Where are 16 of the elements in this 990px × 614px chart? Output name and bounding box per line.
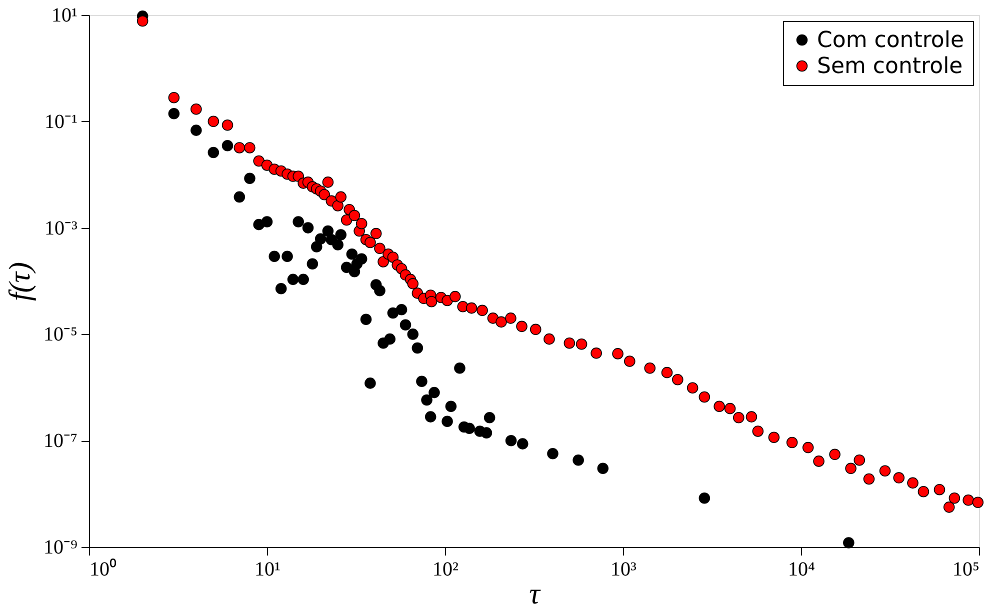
y-tick-label: 10⁻⁹ <box>44 536 78 558</box>
x-tick-label: 10² <box>432 558 458 580</box>
y-tick-label: 10¹ <box>52 4 78 26</box>
legend-label: Com controle <box>817 28 964 53</box>
legend-label: Sem controle <box>817 54 963 79</box>
y-tick-label: 10⁻¹ <box>44 110 78 133</box>
x-tick-label: 10⁰ <box>90 558 116 580</box>
x-axis-title: τ <box>529 578 542 610</box>
y-axis-title: f(τ) <box>4 262 37 302</box>
x-tick-label: 10⁵ <box>952 558 980 580</box>
x-tick-label: 10¹ <box>254 558 280 580</box>
y-tick-label: 10⁻⁵ <box>44 324 78 346</box>
y-tick-label: 10⁻³ <box>44 217 78 240</box>
x-tick-label: 10³ <box>610 558 636 580</box>
x-tick-label: 10⁴ <box>788 558 816 580</box>
y-tick-label: 10⁻⁷ <box>44 430 78 452</box>
